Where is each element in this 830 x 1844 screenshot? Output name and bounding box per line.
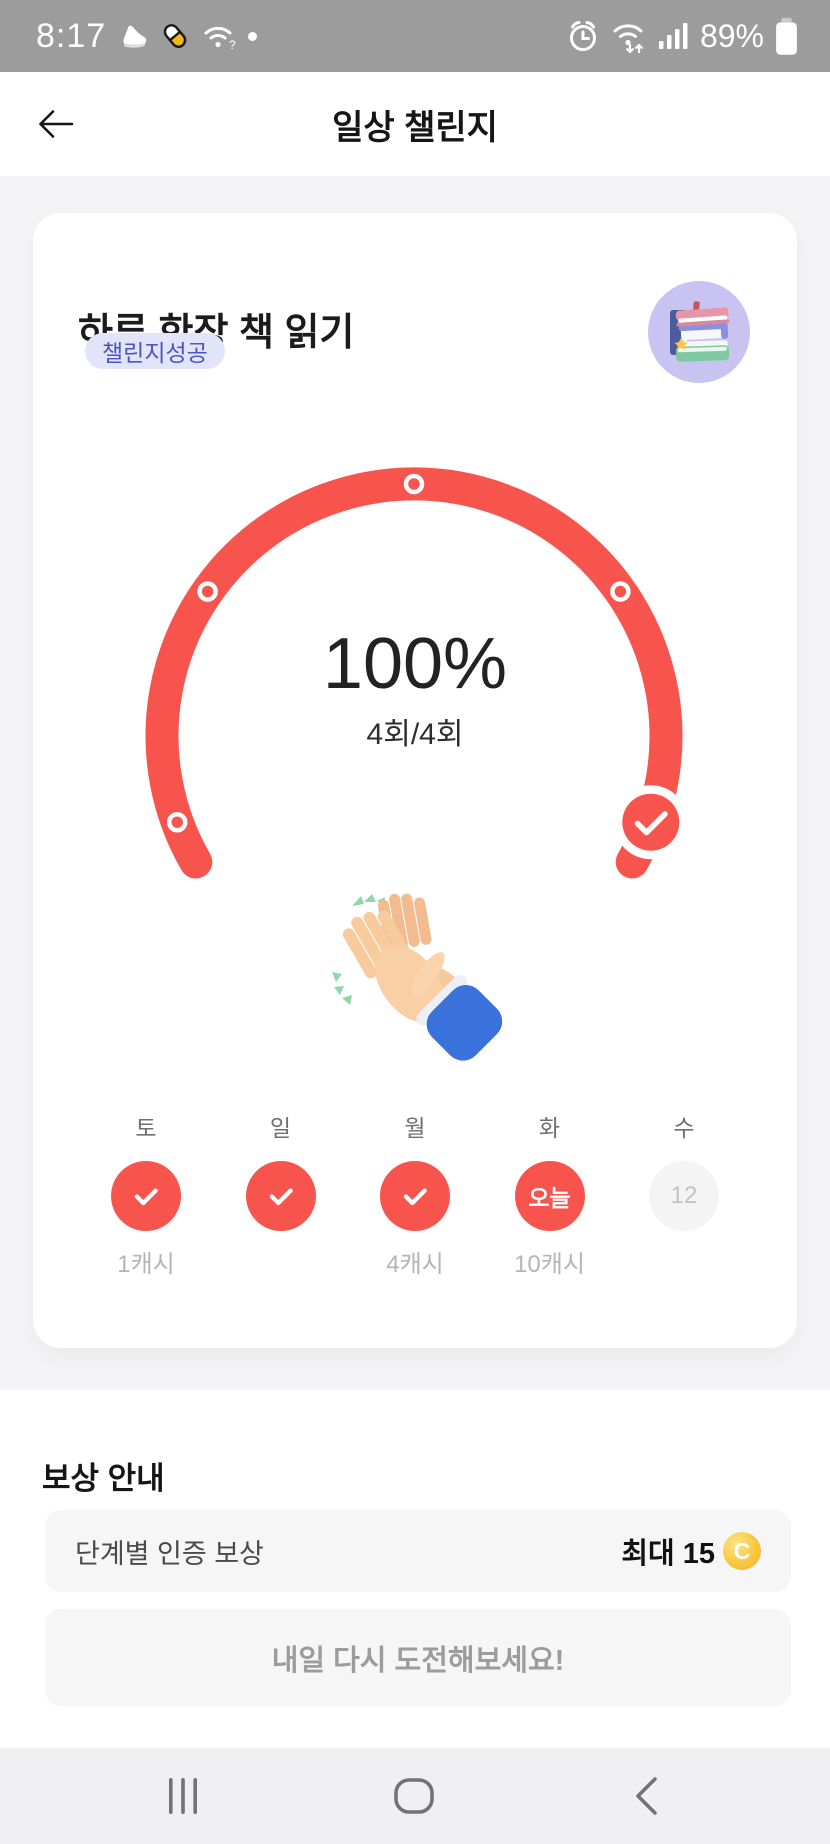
milestone-dot: [610, 581, 631, 602]
page-title: 일상 챌린지: [332, 108, 498, 147]
check-icon: [403, 1188, 427, 1206]
check-icon: [134, 1188, 158, 1206]
back-button[interactable]: [34, 102, 78, 146]
day-check-circle[interactable]: [111, 1161, 181, 1231]
day-cell-sat: 토 1캐시: [110, 1116, 182, 1278]
day-label: 화: [538, 1115, 561, 1141]
day-reward: 4캐시: [386, 1251, 444, 1278]
day-label: 월: [404, 1115, 426, 1141]
day-cell-wed: 수 12: [648, 1116, 720, 1278]
day-reward: 10캐시: [514, 1251, 585, 1278]
back-chevron-icon: [636, 1777, 657, 1815]
challenge-status-badge: 챌린지성공: [85, 333, 225, 369]
milestone-dot: [197, 581, 218, 602]
week-row: 토 1캐시 일 월: [33, 1116, 797, 1278]
retry-tomorrow-button[interactable]: 내일 다시 도전해보세요!: [45, 1609, 791, 1706]
coin-icon: C: [723, 1532, 761, 1570]
milestone-dot: [403, 473, 425, 495]
day-label: 수: [673, 1115, 695, 1141]
recents-button[interactable]: [138, 1748, 228, 1844]
day-check-circle[interactable]: [380, 1161, 450, 1231]
home-button[interactable]: [369, 1748, 459, 1844]
day-cell-mon: 월 4캐시: [379, 1116, 451, 1278]
arrow-left-icon: [39, 110, 74, 138]
recents-icon: [169, 1778, 197, 1814]
day-cell-tue: 화 오늘 10캐시: [514, 1116, 586, 1278]
progress-percent: 100%: [322, 624, 508, 704]
progress-gauge: [145, 467, 688, 879]
alarm-icon: [569, 21, 596, 51]
wifi-arrows-icon: [613, 24, 643, 54]
day-future-circle: 12: [649, 1161, 719, 1231]
books-3d-icon: [670, 301, 730, 362]
day-today-circle[interactable]: 오늘: [514, 1161, 585, 1231]
check-icon: [269, 1188, 293, 1206]
day-reward: 1캐시: [117, 1251, 175, 1278]
shoe-notification-icon: [123, 25, 147, 48]
day-label: 일: [269, 1115, 292, 1141]
day-label: 토: [135, 1115, 157, 1141]
milestone-dot: [166, 811, 188, 833]
app-header: 일상 챌린지: [0, 72, 830, 176]
status-bar: 8:17 ?: [0, 0, 830, 72]
status-bar-left: 8:17 ?: [36, 0, 258, 72]
status-time: 8:17: [36, 16, 107, 55]
clapping-hands-icon: [332, 893, 503, 1061]
android-nav-bar: [0, 1748, 830, 1844]
gauge-complete-knob: [613, 785, 688, 860]
notification-dot-icon: [248, 31, 258, 41]
reward-row-label: 단계별 인증 보상: [75, 1538, 264, 1569]
reward-row: 단계별 인증 보상 최대 15 C: [45, 1510, 791, 1592]
challenge-thumbnail: [648, 281, 750, 383]
challenge-card: 하루 한장 책 읽기 챌린지성공: [33, 213, 797, 1348]
reward-row-value-group: 최대 15 C: [621, 1530, 761, 1572]
progress-count: 4회/4회: [366, 718, 464, 751]
day-check-circle[interactable]: [245, 1161, 316, 1231]
pill-notification-icon: [163, 24, 187, 48]
reward-row-value: 최대 15: [621, 1538, 715, 1570]
home-icon: [394, 1778, 434, 1814]
battery-icon: [776, 17, 797, 55]
signal-bars-icon: [658, 23, 688, 49]
rewards-heading: 보상 안내: [42, 1461, 165, 1496]
battery-percent: 89%: [699, 17, 764, 54]
status-bar-right: 89%: [565, 0, 800, 72]
svg-text:?: ?: [229, 38, 236, 51]
wifi-question-icon: ?: [204, 26, 236, 51]
day-cell-sun: 일: [245, 1116, 317, 1278]
nav-back-button[interactable]: [601, 1748, 691, 1844]
